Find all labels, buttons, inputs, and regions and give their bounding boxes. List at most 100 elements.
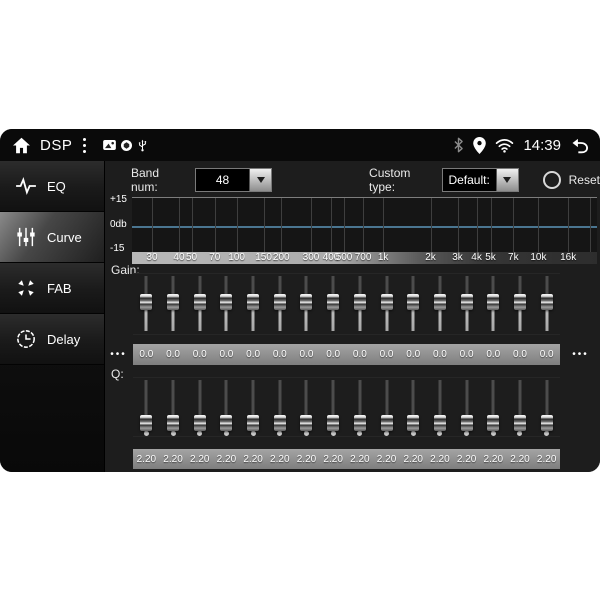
slider-handle[interactable] xyxy=(460,415,473,432)
scroll-left-button[interactable]: ••• xyxy=(110,349,127,360)
sidebar-item-eq[interactable]: EQ xyxy=(0,161,104,212)
slider-handle[interactable] xyxy=(300,294,313,311)
slider-handle[interactable] xyxy=(247,294,260,311)
slider-handle[interactable] xyxy=(487,294,500,311)
slider-handle[interactable] xyxy=(407,294,420,311)
gain-slider[interactable] xyxy=(347,274,374,334)
slider-handle[interactable] xyxy=(327,415,340,432)
slider-track[interactable] xyxy=(171,380,175,433)
q-slider[interactable] xyxy=(480,378,507,436)
q-slider[interactable] xyxy=(400,378,427,436)
gain-slider[interactable] xyxy=(133,274,160,334)
slider-handle[interactable] xyxy=(513,294,526,311)
band-num-dropdown[interactable]: 48 xyxy=(195,168,273,192)
slider-track[interactable] xyxy=(545,380,549,433)
q-slider[interactable] xyxy=(266,378,293,436)
back-icon[interactable] xyxy=(570,137,590,154)
slider-handle[interactable] xyxy=(273,415,286,432)
reset-radio-icon[interactable] xyxy=(542,171,561,189)
slider-handle[interactable] xyxy=(273,294,286,311)
slider-handle[interactable] xyxy=(220,294,233,311)
gain-slider[interactable] xyxy=(373,274,400,334)
q-slider[interactable] xyxy=(533,378,560,436)
frequency-scrollbar[interactable]: 30 40 50 70 100 150 200 300 400 500 700 1k 2k 3k 4k 5k 7… xyxy=(132,252,597,264)
slider-handle[interactable] xyxy=(300,415,313,432)
gain-slider[interactable] xyxy=(293,274,320,334)
kebab-menu-icon[interactable] xyxy=(80,136,89,154)
reset-button[interactable]: Reset xyxy=(542,171,600,189)
slider-handle[interactable] xyxy=(460,294,473,311)
gain-slider[interactable] xyxy=(507,274,534,334)
scroll-right-button[interactable]: ••• xyxy=(572,349,589,360)
q-slider[interactable] xyxy=(133,378,160,436)
slider-track[interactable] xyxy=(251,380,255,433)
slider-track[interactable] xyxy=(491,380,495,433)
slider-handle[interactable] xyxy=(407,415,420,432)
slider-handle[interactable] xyxy=(353,294,366,311)
q-slider[interactable] xyxy=(347,378,374,436)
gain-slider[interactable] xyxy=(160,274,187,334)
sidebar-item-delay[interactable]: Delay xyxy=(0,314,104,365)
q-slider[interactable] xyxy=(320,378,347,436)
gain-slider[interactable] xyxy=(400,274,427,334)
slider-track[interactable] xyxy=(278,380,282,433)
slider-handle[interactable] xyxy=(140,415,153,432)
slider-handle[interactable] xyxy=(140,294,153,311)
gain-slider[interactable] xyxy=(533,274,560,334)
chevron-down-icon[interactable] xyxy=(495,169,518,191)
slider-track[interactable] xyxy=(144,380,148,433)
slider-track[interactable] xyxy=(224,380,228,433)
slider-track[interactable] xyxy=(518,380,522,433)
slider-handle[interactable] xyxy=(540,415,553,432)
slider-track[interactable] xyxy=(385,380,389,433)
gain-slider[interactable] xyxy=(240,274,267,334)
status-bar: DSP 14: xyxy=(0,129,600,161)
slider-track[interactable] xyxy=(331,380,335,433)
q-slider[interactable] xyxy=(507,378,534,436)
q-slider[interactable] xyxy=(373,378,400,436)
slider-handle[interactable] xyxy=(167,294,180,311)
slider-handle[interactable] xyxy=(353,415,366,432)
slider-handle[interactable] xyxy=(380,415,393,432)
q-slider[interactable] xyxy=(427,378,454,436)
slider-handle[interactable] xyxy=(487,415,500,432)
custom-type-dropdown[interactable]: Default: xyxy=(441,168,519,192)
chevron-down-icon[interactable] xyxy=(249,169,272,191)
slider-handle[interactable] xyxy=(433,294,446,311)
slider-handle[interactable] xyxy=(513,415,526,432)
home-icon[interactable] xyxy=(10,134,32,156)
gain-slider[interactable] xyxy=(320,274,347,334)
slider-handle[interactable] xyxy=(540,294,553,311)
slider-track[interactable] xyxy=(304,380,308,433)
slider-track[interactable] xyxy=(438,380,442,433)
q-slider[interactable] xyxy=(240,378,267,436)
slider-handle[interactable] xyxy=(167,415,180,432)
q-slider[interactable] xyxy=(160,378,187,436)
sidebar-item-fab[interactable]: FAB xyxy=(0,263,104,314)
slider-track[interactable] xyxy=(411,380,415,433)
q-slider[interactable] xyxy=(213,378,240,436)
slider-track[interactable] xyxy=(358,380,362,433)
gain-slider[interactable] xyxy=(480,274,507,334)
slider-handle[interactable] xyxy=(327,294,340,311)
gain-slider[interactable] xyxy=(213,274,240,334)
slider-handle[interactable] xyxy=(247,415,260,432)
q-slider[interactable] xyxy=(453,378,480,436)
slider-track[interactable] xyxy=(198,380,202,433)
slider-handle[interactable] xyxy=(220,415,233,432)
gain-slider[interactable] xyxy=(186,274,213,334)
slider-handle[interactable] xyxy=(193,294,206,311)
q-value: 2.20 xyxy=(456,453,477,465)
sidebar-item-curve[interactable]: Curve xyxy=(0,212,104,263)
slider-track[interactable] xyxy=(465,380,469,433)
q-slider[interactable] xyxy=(186,378,213,436)
slider-handle[interactable] xyxy=(193,415,206,432)
gain-slider[interactable] xyxy=(453,274,480,334)
gain-slider[interactable] xyxy=(427,274,454,334)
graph-plot-area[interactable] xyxy=(132,197,597,252)
slider-handle[interactable] xyxy=(433,415,446,432)
gain-slider[interactable] xyxy=(266,274,293,334)
slider-handle[interactable] xyxy=(380,294,393,311)
freq-label: 3k xyxy=(452,252,463,263)
q-slider[interactable] xyxy=(293,378,320,436)
